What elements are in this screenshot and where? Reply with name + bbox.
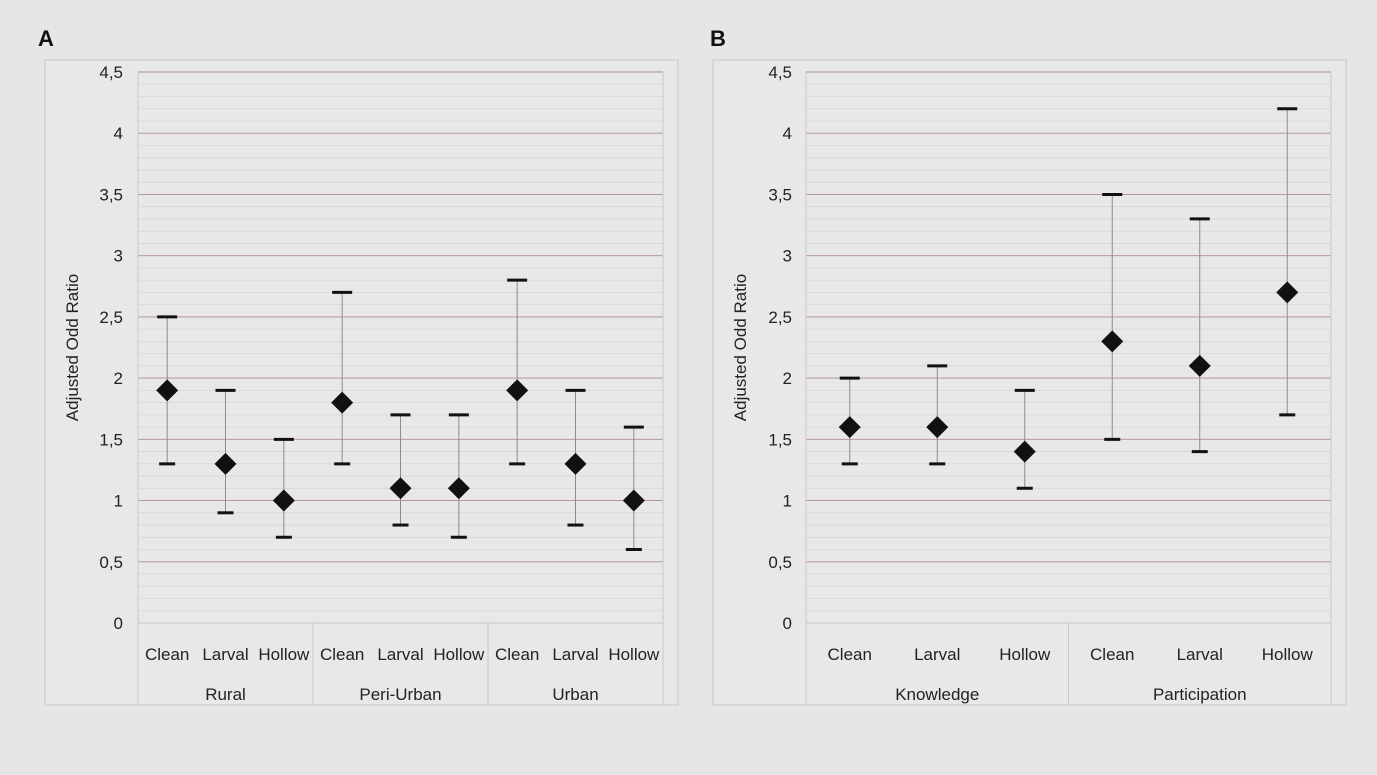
point-marker [156,379,179,402]
chart-frame [44,59,679,706]
y-tick-label: 3 [114,247,123,266]
point-marker [214,452,237,475]
panel-label: A [38,26,54,51]
y-tick-label: 3,5 [768,185,792,204]
category-label: Larval [914,645,960,664]
category-label: Clean [145,645,189,664]
point-marker [1013,440,1036,463]
y-axis-title: Adjusted Odd Ratio [731,274,750,421]
point-marker [1276,281,1299,304]
y-tick-label: 3,5 [99,185,123,204]
group-label: Urban [552,685,598,704]
y-tick-label: 4 [783,124,792,143]
y-tick-label: 0 [783,614,792,633]
y-tick-label: 1 [783,492,792,511]
category-label: Hollow [1262,645,1314,664]
category-label: Larval [377,645,423,664]
category-label: Hollow [999,645,1051,664]
y-tick-label: 1 [114,492,123,511]
y-tick-label: 0 [114,614,123,633]
y-tick-label: 1,5 [768,430,792,449]
point-marker [389,477,412,500]
category-label: Hollow [258,645,310,664]
point-marker [447,477,470,500]
group-label: Knowledge [895,685,979,704]
category-label: Clean [828,645,872,664]
panel-label: B [710,26,726,51]
y-tick-label: 4 [114,124,123,143]
point-marker [1188,354,1211,377]
y-tick-label: 2 [783,369,792,388]
category-label: Clean [1090,645,1134,664]
group-label: Rural [205,685,246,704]
category-label: Hollow [608,645,660,664]
point-marker [838,416,861,439]
y-tick-label: 4,5 [768,63,792,82]
y-tick-label: 3 [783,247,792,266]
y-axis-title: Adjusted Odd Ratio [63,274,82,421]
category-label: Larval [552,645,598,664]
point-marker [331,391,354,414]
point-marker [564,452,587,475]
category-label: Larval [1177,645,1223,664]
chart-frame [712,59,1347,706]
chart-panel-A: A 0 0,5 1 1,5 2 2,5 3 3,5 4 4,5 Adjusted Odd Ratio C… [38,26,679,706]
category-label: Larval [202,645,248,664]
group-label: Participation [1153,685,1247,704]
y-tick-label: 0,5 [768,553,792,572]
point-marker [272,489,295,512]
category-label: Hollow [433,645,485,664]
category-label: Clean [320,645,364,664]
group-label: Peri-Urban [359,685,441,704]
point-marker [926,416,949,439]
y-tick-label: 2,5 [99,308,123,327]
point-marker [622,489,645,512]
y-tick-label: 4,5 [99,63,123,82]
point-marker [1101,330,1124,353]
category-label: Clean [495,645,539,664]
chart-panel-B: B 0 0,5 1 1,5 2 2,5 3 3,5 4 4,5 Adjusted Odd Ratio C… [710,26,1347,706]
point-marker [506,379,529,402]
y-tick-label: 2 [114,369,123,388]
y-tick-label: 0,5 [99,553,123,572]
y-tick-label: 2,5 [768,308,792,327]
y-tick-label: 1,5 [99,430,123,449]
